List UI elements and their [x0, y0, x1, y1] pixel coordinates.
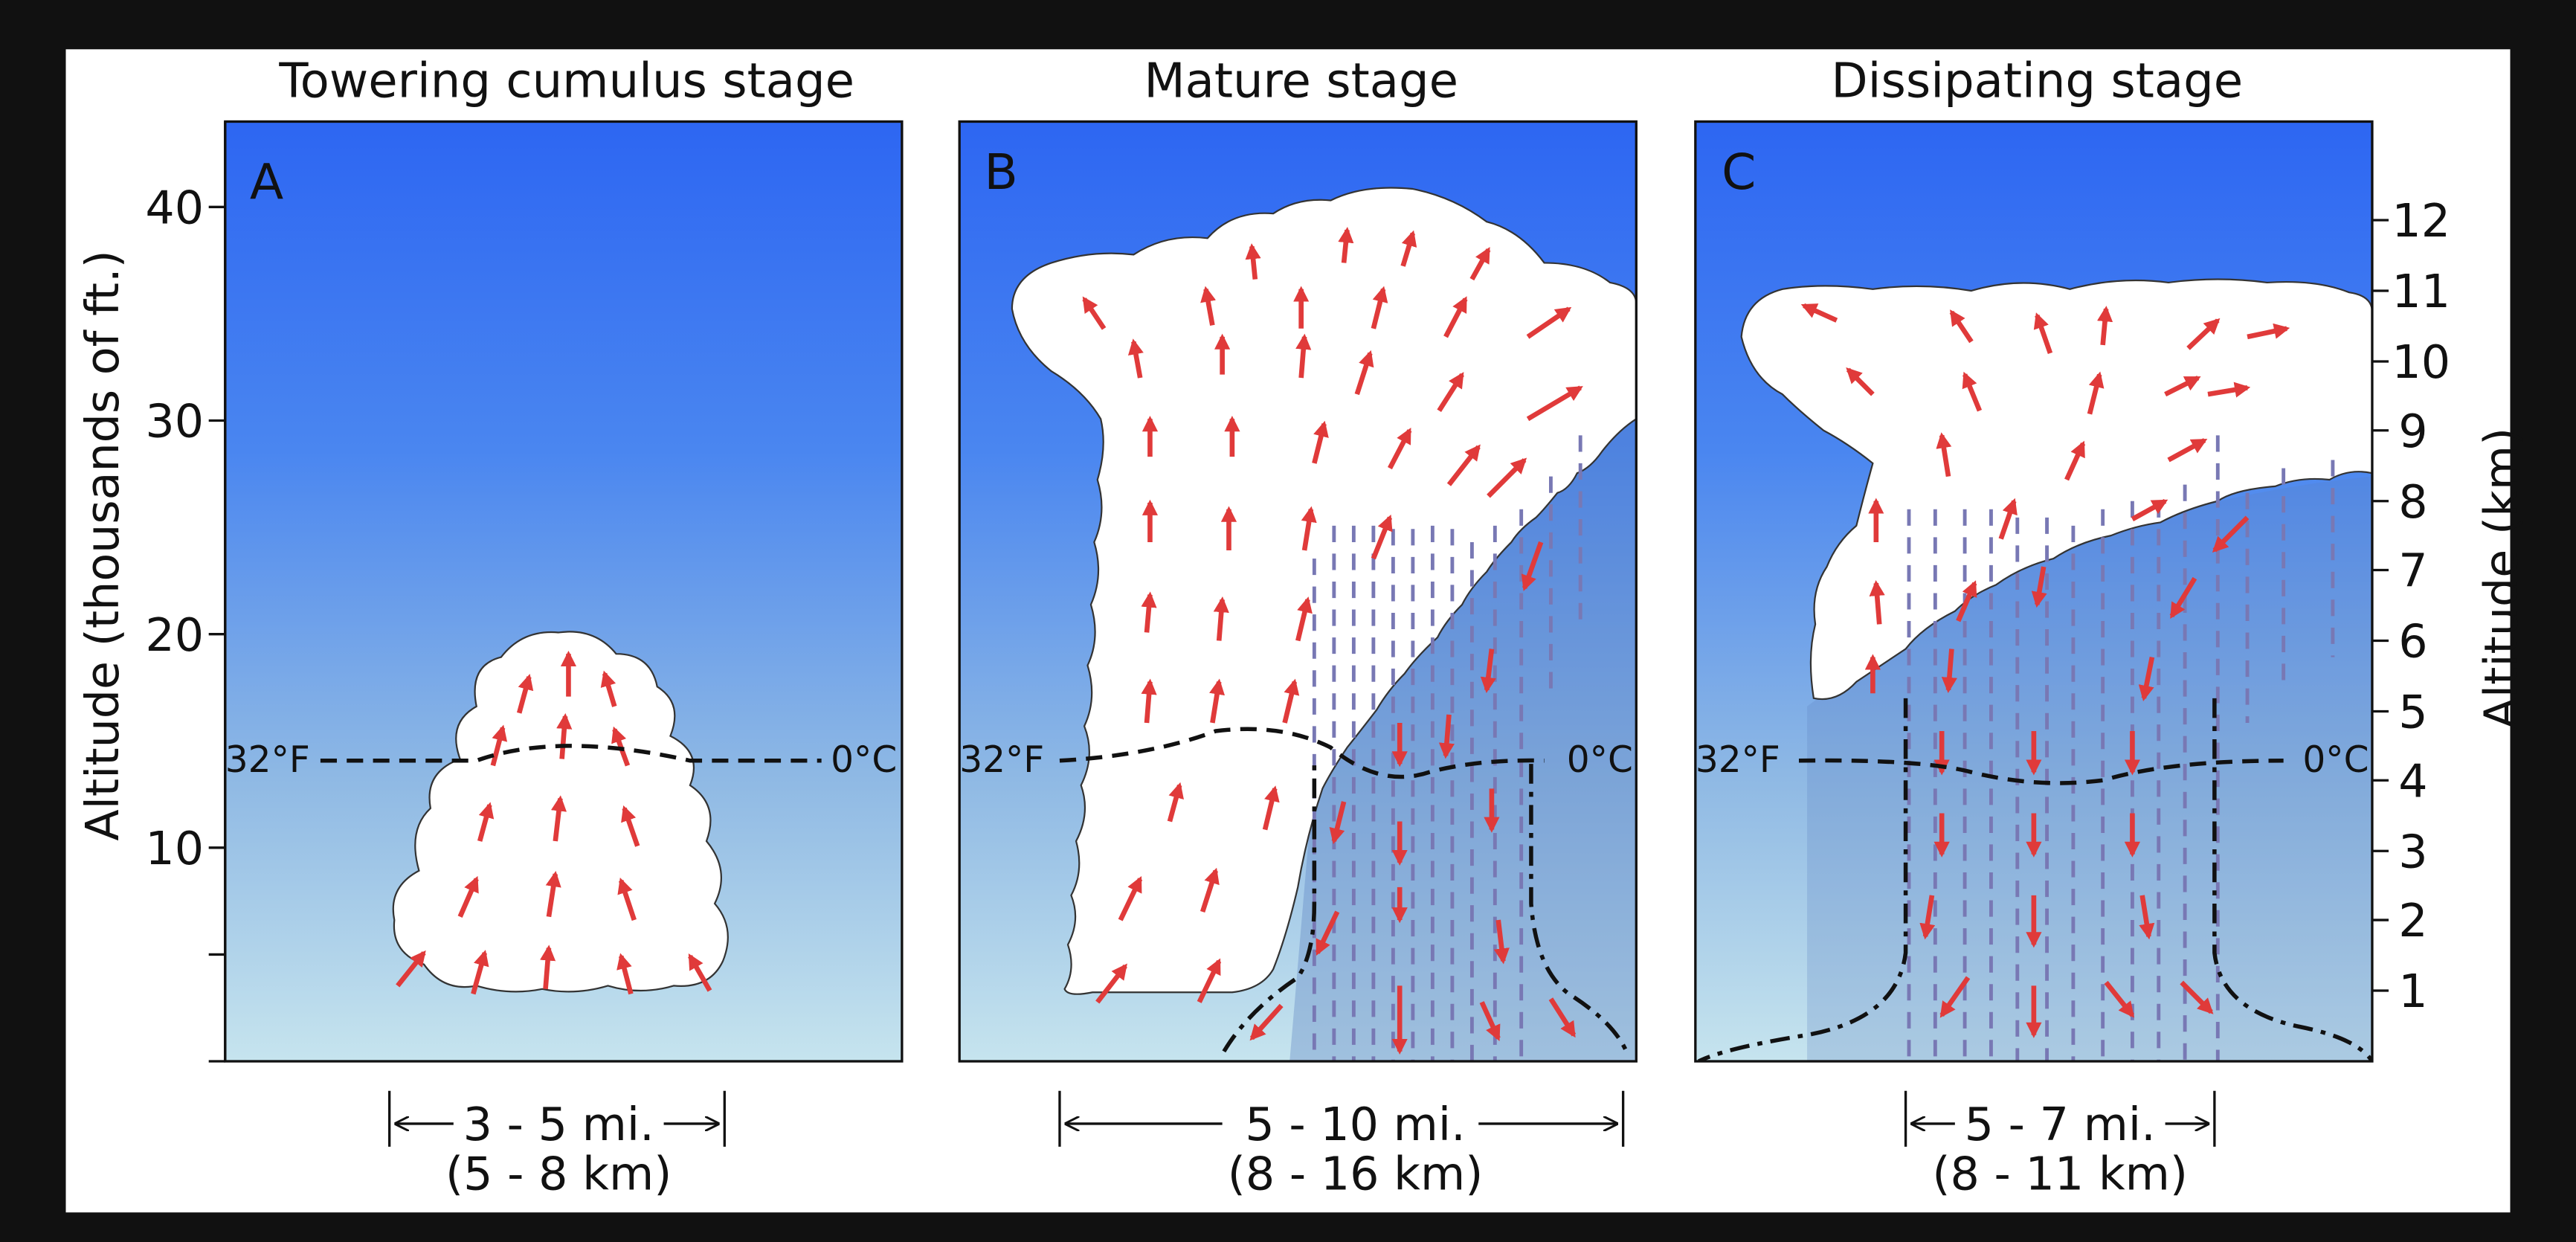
freezing-level-line	[320, 744, 822, 763]
panel-b-letter: B	[984, 143, 1017, 201]
freezing-level-line	[1798, 758, 2284, 785]
width-label-mi: 3 - 5 mi.	[463, 1098, 654, 1151]
updraft-arrows	[1082, 227, 1583, 1004]
panel-c: C 32°F 0°C	[1694, 120, 2374, 1063]
freezing-label-f: 32°F	[1696, 739, 1780, 781]
width-label-mi: 5 - 7 mi.	[1965, 1098, 2156, 1151]
right-axis-label: Altitude (km)	[2474, 428, 2528, 730]
freezing-label-c: 0°C	[2302, 739, 2369, 781]
left-tick-label: 30	[145, 395, 204, 448]
panel-c-letter: C	[1722, 143, 1756, 201]
panel-a-letter: A	[250, 152, 283, 210]
right-tick-label: 11	[2392, 265, 2450, 318]
cumulonimbus-cloud	[1011, 187, 1637, 995]
right-altitude-axis: 1 2 3 4 5 6 7 8 9 10 11 12 Altitude (km)	[2371, 194, 2528, 1018]
width-label-mi: 5 - 10 mi.	[1245, 1098, 1465, 1151]
panel-b: B 32°F 0°C	[958, 120, 1638, 1063]
downdraft-boundary	[1222, 764, 1629, 1053]
right-tick-label: 12	[2392, 194, 2450, 248]
right-tick-label: 10	[2392, 335, 2450, 389]
right-tick-label: 3	[2398, 825, 2427, 878]
left-tick-label: 20	[145, 608, 204, 662]
freezing-label-c: 0°C	[1567, 739, 1633, 781]
freezing-label-c: 0°C	[831, 739, 897, 781]
right-tick-label: 4	[2398, 754, 2427, 808]
downdraft-arrows	[1919, 515, 2250, 1038]
right-tick-label: 5	[2398, 686, 2427, 739]
downdraft-boundary	[1698, 698, 2372, 1062]
width-dimension-b	[1058, 1090, 1625, 1147]
right-tick-label: 7	[2398, 544, 2427, 598]
freezing-level-line	[1059, 727, 1545, 779]
updraft-arrows	[1800, 303, 2290, 694]
freezing-label-f: 32°F	[959, 739, 1044, 781]
left-axis-label: Altitude (thousands of ft.)	[76, 250, 129, 840]
panel-b-title: Mature stage	[1144, 54, 1458, 109]
right-tick-label: 2	[2398, 894, 2427, 947]
panel-c-title: Dissipating stage	[1831, 54, 2243, 109]
width-dimension-c	[1904, 1090, 2216, 1147]
updraft-arrows	[396, 650, 712, 995]
width-label-km: (5 - 8 km)	[445, 1147, 672, 1200]
width-dimension-a	[388, 1090, 726, 1147]
panel-a: A 32°F 0°C	[224, 120, 904, 1063]
freezing-label-f: 32°F	[225, 739, 310, 781]
width-label-km: (8 - 11 km)	[1932, 1147, 2188, 1200]
right-tick-label: 8	[2398, 475, 2427, 529]
left-tick-label: 40	[145, 181, 204, 234]
right-tick-label: 6	[2398, 615, 2427, 669]
left-tick-label: 10	[145, 822, 204, 875]
downdraft-arrows	[1249, 541, 1577, 1055]
right-tick-label: 9	[2398, 405, 2427, 458]
rain-dashes	[1312, 435, 1582, 1062]
anvil-cloud	[1740, 278, 2372, 701]
panel-a-title: Towering cumulus stage	[278, 54, 854, 109]
width-label-km: (8 - 16 km)	[1228, 1147, 1484, 1200]
left-altitude-axis: 40 30 20 10 Altitude (thousands of ft.)	[76, 121, 227, 1063]
right-tick-label: 1	[2398, 965, 2427, 1018]
